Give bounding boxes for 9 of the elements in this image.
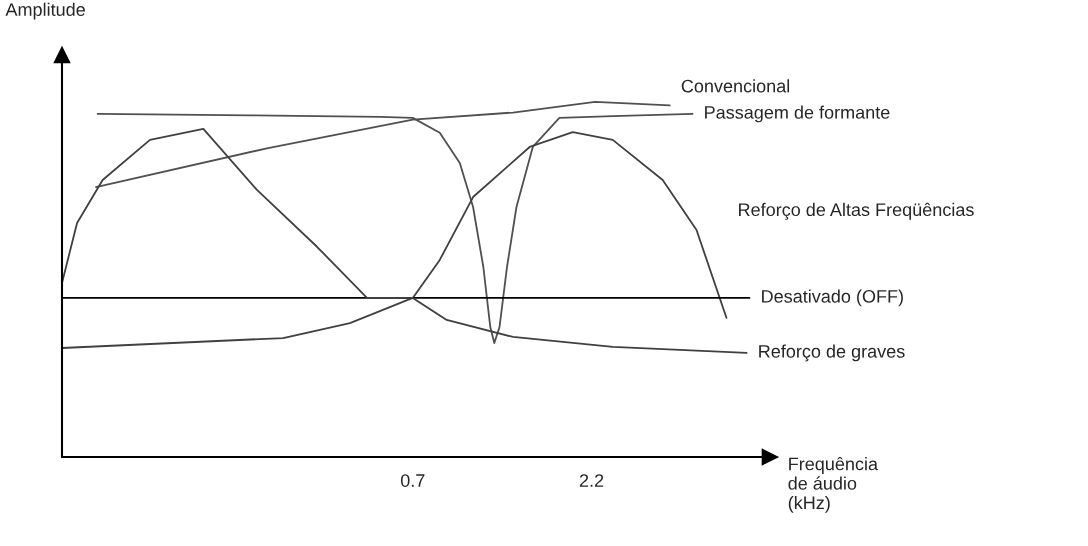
x-tick-label: 2.2 [579, 474, 604, 487]
series-label: Convencional [681, 79, 790, 93]
text: Reforço de Altas Freqüências [739, 202, 974, 220]
series-label: Passagem de formante [705, 105, 890, 123]
series-label: Reforço de graves [759, 344, 905, 362]
series-label: Desativado (OFF) [762, 289, 903, 307]
x-tick-label: 0.7 [400, 474, 425, 487]
x-axis-title: Frequência de áudio (kHz) [788, 457, 879, 513]
y-axis-title: Amplitude [5, 2, 85, 20]
